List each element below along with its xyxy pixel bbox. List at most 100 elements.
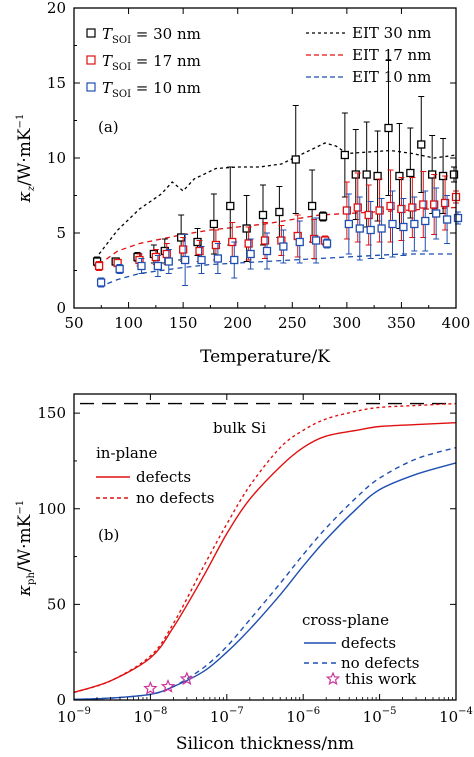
- legend-label-30nm: TSOI = 30 nm: [102, 25, 201, 46]
- panel-b-ylabel-unit: /W·mK: [15, 514, 35, 572]
- panel-a-label: (a): [98, 118, 119, 136]
- legend-17nm-symbol: T: [102, 52, 113, 70]
- data-point: [307, 201, 317, 211]
- data-point: [209, 219, 219, 229]
- legend-10nm-subscript: SOI: [112, 89, 131, 100]
- x-tick-label: 10−9: [57, 706, 91, 726]
- panel-b-frame: [73, 393, 457, 701]
- data-point: [395, 171, 404, 181]
- data-point: [432, 209, 441, 218]
- legend-17nm-subscript: SOI: [112, 62, 131, 73]
- data-point: [178, 245, 188, 254]
- x-tick-label: 100: [114, 314, 143, 332]
- star-point: [143, 680, 158, 695]
- x-tick-label: 10−7: [210, 706, 244, 726]
- data-point: [421, 216, 430, 226]
- data-point: [399, 222, 408, 232]
- legend-star-marker: [325, 671, 341, 686]
- y-tick-label: 20: [47, 0, 66, 17]
- data-point: [417, 140, 426, 149]
- data-point: [408, 203, 417, 212]
- panel-a-ylabel-unit: /W·mK: [15, 128, 35, 186]
- panel-b-marks: [73, 402, 457, 701]
- panel-a-line-eit-30-nm: [98, 142, 457, 255]
- y-tick-label: 0: [56, 299, 66, 317]
- data-point: [453, 213, 463, 223]
- x-tick-label: 10−6: [286, 706, 320, 726]
- x-tick-base: 10: [439, 708, 458, 726]
- data-point: [318, 212, 328, 221]
- legend-label-eit10: EIT 10 nm: [352, 68, 431, 86]
- x-tick-exponent: −7: [229, 706, 244, 717]
- legend-10nm-value: = 10 nm: [131, 79, 201, 97]
- data-point: [260, 236, 270, 245]
- panel-b-ylabel-symbol: κ: [15, 585, 35, 597]
- x-tick-exponent: −6: [305, 706, 320, 717]
- x-tick-base: 10: [210, 708, 229, 726]
- data-point: [442, 215, 452, 224]
- data-point: [311, 236, 321, 245]
- panel-a-ylabel: κz/W·mK−1: [15, 114, 37, 204]
- x-tick-label: 50: [64, 314, 83, 332]
- y-tick-label: 50: [47, 595, 66, 613]
- data-point: [386, 201, 395, 211]
- legend-30nm-symbol: T: [102, 25, 113, 43]
- data-point: [291, 155, 300, 164]
- data-point: [279, 242, 288, 251]
- x-tick-label: 150: [169, 314, 198, 332]
- y-tick-label: 10: [47, 149, 66, 167]
- data-point: [410, 219, 419, 229]
- data-point: [351, 170, 360, 179]
- data-point: [377, 224, 386, 233]
- data-point: [137, 261, 146, 271]
- data-point: [180, 255, 190, 265]
- panel-a-legend-markers: [86, 28, 96, 92]
- data-point: [197, 255, 206, 265]
- panel-a-ylabel-subscript: z: [26, 185, 37, 192]
- panel-b-ylabel-subscript: ph: [26, 572, 37, 585]
- panel-a-xlabel: Temperature/K: [200, 347, 330, 367]
- legend-this-work: this work: [345, 670, 417, 688]
- x-tick-label: 350: [387, 314, 416, 332]
- data-point: [362, 170, 371, 179]
- data-point: [242, 224, 251, 233]
- legend-label-17nm: TSOI = 17 nm: [102, 52, 201, 73]
- y-tick-label: 0: [56, 691, 66, 709]
- x-tick-label: 250: [278, 314, 307, 332]
- x-tick-label: 10−4: [439, 706, 473, 726]
- data-point: [449, 170, 459, 179]
- data-point: [440, 198, 450, 208]
- legend-17nm-value: = 17 nm: [131, 52, 201, 70]
- data-point: [430, 200, 439, 209]
- data-point: [375, 206, 384, 215]
- data-point: [262, 246, 272, 256]
- x-tick-exponent: −9: [76, 706, 91, 717]
- data-point: [226, 201, 235, 211]
- data-point: [295, 237, 304, 247]
- panel-a-series-10nm: [96, 187, 463, 288]
- legend-label-eit17: EIT 17 nm: [352, 46, 431, 64]
- legend-label-10nm: TSOI = 10 nm: [102, 79, 201, 100]
- star-point: [179, 671, 195, 686]
- legend-marker-10nm: [86, 82, 96, 92]
- x-tick-exponent: −5: [382, 706, 397, 717]
- line-cross-plane-defects: [73, 462, 457, 701]
- panel-a-marks: [92, 60, 463, 288]
- data-point: [384, 123, 393, 133]
- data-point: [246, 249, 255, 259]
- data-point: [397, 204, 406, 214]
- legend-marker-17nm: [86, 55, 96, 65]
- x-tick-base: 10: [57, 708, 76, 726]
- legend-crossplane-nodefects: no defects: [341, 654, 420, 672]
- data-point: [344, 219, 354, 229]
- legend-30nm-subscript: SOI: [112, 35, 131, 46]
- legend-label-eit30: EIT 30 nm: [352, 24, 431, 42]
- data-point: [96, 278, 106, 287]
- x-tick-label: 10−5: [363, 706, 397, 726]
- data-point: [322, 239, 332, 248]
- data-point: [258, 210, 268, 220]
- data-point: [419, 200, 428, 209]
- x-tick-label: 200: [223, 314, 252, 332]
- panel-b-ylabel-superscript: −1: [15, 500, 26, 515]
